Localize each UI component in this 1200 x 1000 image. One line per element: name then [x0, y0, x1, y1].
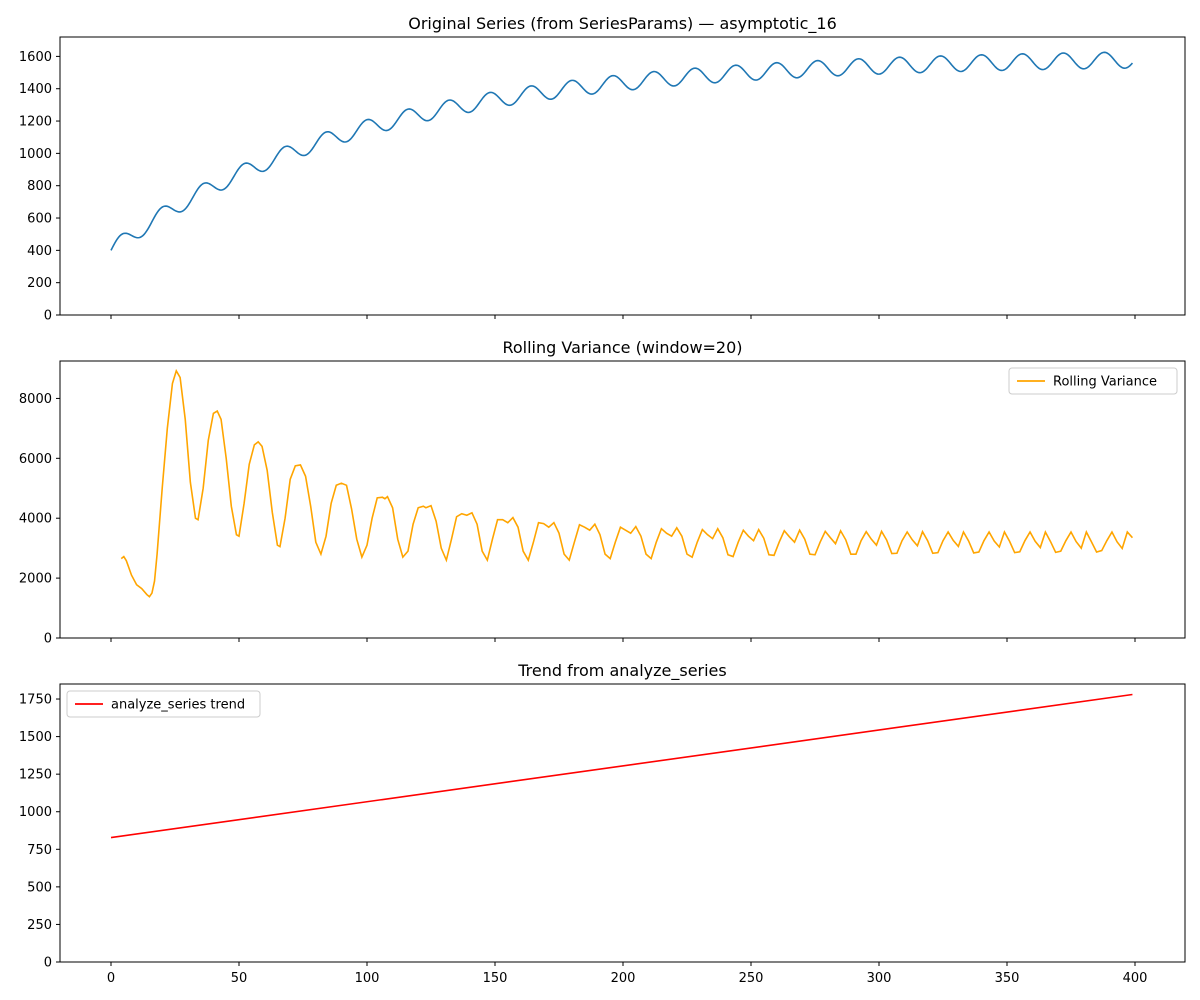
legend: Rolling Variance — [1008, 367, 1178, 395]
y-tick-label: 8000 — [19, 392, 52, 407]
subplot-2: Rolling Variance (window=20) 0 2000 4000 600… — [19, 338, 1186, 647]
y-tick-label: 0 — [44, 309, 52, 324]
y-tick-label: 200 — [27, 276, 52, 291]
y-tick-label: 4000 — [19, 512, 52, 527]
y-tick-label: 750 — [27, 843, 52, 858]
series-line-series-1 — [110, 51, 1134, 251]
x-tick-label: 150 — [483, 971, 508, 986]
y-tick-label: 1750 — [19, 693, 52, 708]
y-tick-label: 0 — [44, 632, 52, 647]
plot-frame — [59, 36, 1186, 316]
legend-label: Rolling Variance — [1053, 375, 1157, 390]
x-tick-label: 250 — [739, 971, 764, 986]
plot-frame — [59, 360, 1186, 639]
x-tick-label: 50 — [231, 971, 248, 986]
y-tick-label: 500 — [27, 880, 52, 895]
x-tick-label: 200 — [611, 971, 636, 986]
y-tick-label: 400 — [27, 244, 52, 259]
x-tick-label: 0 — [107, 971, 115, 986]
y-tick-label: 800 — [27, 179, 52, 194]
subplot-1: Original Series (from SeriesParams) — as… — [19, 14, 1186, 324]
y-tick-label: 1600 — [19, 50, 52, 65]
y-tick-label: 6000 — [19, 452, 52, 467]
y-tick-label: 250 — [27, 918, 52, 933]
y-tick-label: 2000 — [19, 572, 52, 587]
series-line-rolling-variance — [120, 368, 1134, 598]
x-tick-label: 100 — [355, 971, 380, 986]
y-tick-label: 600 — [27, 212, 52, 227]
y-tick-label: 1000 — [19, 805, 52, 820]
y-tick-label: 1250 — [19, 768, 52, 783]
subplot-3: Trend from analyze_series025050075010001… — [19, 661, 1186, 986]
y-tick-label: 0 — [44, 956, 52, 971]
x-tick-label: 350 — [995, 971, 1020, 986]
y-tick-label: 1200 — [19, 115, 52, 130]
subplot-title: Original Series (from SeriesParams) — as… — [408, 14, 837, 34]
x-tick-label: 300 — [867, 971, 892, 986]
y-tick-label: 1400 — [19, 82, 52, 97]
legend-box — [66, 690, 261, 718]
x-tick-label: 400 — [1123, 971, 1148, 986]
series-line-analyze-series-trend — [110, 693, 1133, 839]
subplot-title: Rolling Variance (window=20) — [502, 338, 742, 357]
legend-label: analyze_series trend — [111, 698, 245, 713]
subplot-title: Trend from analyze_series — [517, 661, 726, 681]
y-tick-label: 1000 — [19, 147, 52, 162]
legend-box — [1008, 367, 1178, 395]
legend: analyze_series trend — [66, 690, 261, 718]
plot-frame — [59, 683, 1186, 963]
y-tick-label: 1500 — [19, 730, 52, 745]
